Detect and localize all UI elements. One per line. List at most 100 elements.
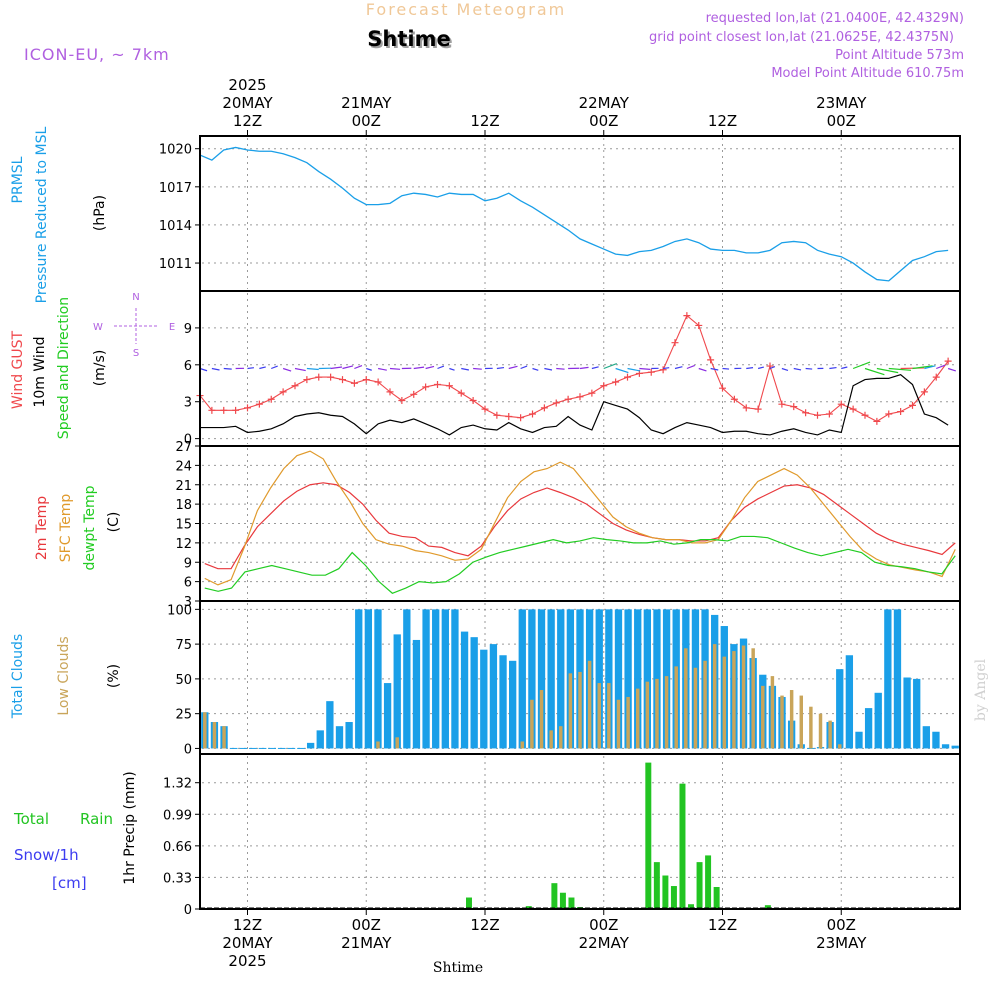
precip-bar	[670, 886, 677, 909]
total-clouds-bar	[509, 660, 517, 749]
wind-direction-arrow	[757, 366, 765, 370]
low-clouds-bar	[789, 690, 794, 749]
wind-direction-arrow	[496, 366, 505, 370]
precip-unit-label: 1hr Precip (mm)	[122, 771, 138, 884]
gust-marker	[671, 339, 679, 347]
requested-coordinates: requested lon,lat (21.0400E, 42.4329N)	[706, 11, 964, 26]
total-clouds-bar	[518, 609, 526, 749]
time-label-bottom: 00Z	[827, 916, 856, 934]
wind-direction-arrow	[841, 366, 848, 370]
time-label-bottom: 00Z	[589, 916, 618, 934]
low-clouds-bar	[559, 726, 563, 749]
gust-marker	[552, 399, 560, 407]
wind-direction-arrow	[579, 366, 589, 370]
low-clouds-bar	[530, 699, 534, 749]
wind-direction-arrow	[449, 367, 455, 371]
gust-marker	[327, 373, 335, 381]
time-label-bottom: 00Z	[352, 916, 381, 934]
gust-marker	[730, 395, 738, 403]
precip-bar	[525, 906, 532, 909]
time-label-top: 22MAY	[579, 94, 630, 112]
gust-marker	[624, 373, 631, 381]
pressure-line	[199, 146, 949, 282]
low-clouds-bar	[664, 676, 669, 749]
temp-dew-label: dewpt Temp	[82, 485, 98, 570]
precip-bar	[713, 886, 720, 909]
time-label-bottom: 22MAY	[579, 934, 630, 952]
gust-marker	[802, 409, 810, 417]
wind-direction-arrow	[223, 367, 232, 370]
wind-direction-arrow	[781, 367, 789, 372]
time-label-top: 21MAY	[341, 94, 392, 112]
total-clouds-bar	[864, 708, 873, 749]
y-tick-label: 0.33	[163, 871, 192, 886]
wind-direction-arrow	[342, 365, 354, 370]
gust-marker	[849, 405, 857, 413]
point-altitude: Point Altitude 573m	[835, 48, 964, 63]
wind-speed-line	[200, 373, 949, 436]
y-tick-label: 0.66	[163, 840, 192, 855]
total-clouds-bar	[913, 678, 921, 749]
time-label-top: 12Z	[233, 112, 262, 130]
precip-bar	[679, 783, 686, 909]
low-clouds-bar	[578, 671, 582, 749]
y-tick-label: 1017	[159, 181, 192, 196]
y-tick-label: 6	[184, 576, 192, 591]
y-tick-label: 9	[184, 556, 192, 571]
time-label-top: 20MAY	[222, 94, 273, 112]
gust-marker	[944, 357, 952, 365]
time-label-bottom: 21MAY	[341, 934, 392, 952]
time-label-bottom: 12Z	[708, 916, 737, 934]
low-clouds-bar	[616, 699, 621, 749]
y-tick-label: 50	[175, 673, 192, 688]
gust-marker	[422, 383, 430, 391]
wind-direction-arrow	[769, 366, 776, 370]
wind-direction-arrow	[829, 366, 837, 370]
gust-marker	[861, 411, 869, 419]
wind-direction-arrow	[912, 365, 933, 370]
wind-direction-arrow	[876, 367, 899, 374]
gust-marker	[683, 312, 691, 320]
gust-marker	[279, 388, 287, 396]
total-clouds-bar	[460, 631, 469, 749]
total-clouds-bar	[624, 609, 632, 749]
total-clouds-bar	[451, 609, 459, 749]
wind-direction-arrow	[722, 367, 730, 370]
total-clouds-bar	[932, 731, 940, 749]
wind-direction-arrow	[413, 366, 425, 370]
gust-marker	[267, 395, 275, 403]
low-clouds-bar	[674, 666, 678, 749]
time-label-top: 2025	[228, 76, 266, 94]
low-clouds-bar	[818, 713, 823, 749]
gust-marker	[445, 382, 453, 390]
low-clouds-bar	[741, 645, 746, 749]
low-clouds-bar	[655, 678, 659, 749]
precip-bar	[688, 904, 694, 909]
top-title: Forecast Meteogram	[366, 0, 566, 19]
low-clouds-bar	[770, 676, 775, 749]
gust-marker	[885, 410, 893, 418]
precip-bar	[551, 883, 558, 909]
low-clouds-bar	[520, 741, 525, 749]
y-tick-label: 1.32	[163, 777, 192, 792]
wind-direction-arrow	[947, 367, 956, 372]
temp-sfc-line	[204, 450, 956, 586]
gust-marker	[303, 376, 311, 384]
total-clouds-bar	[326, 701, 334, 749]
low-clouds-bar	[376, 741, 380, 749]
wind-direction-arrow	[294, 367, 306, 372]
wind-direction-arrow	[378, 367, 387, 371]
total-clouds-bar	[422, 609, 430, 749]
wind-direction-arrow	[247, 367, 255, 370]
gust-marker	[920, 388, 928, 396]
total-clouds-bar	[874, 692, 882, 749]
total-clouds-bar	[855, 731, 863, 749]
gust-marker	[790, 403, 798, 411]
gust-marker	[695, 321, 703, 329]
total-clouds-bar	[537, 609, 546, 749]
gust-marker	[315, 373, 323, 381]
low-clouds-bar	[549, 730, 553, 749]
wind-direction-arrow	[888, 367, 912, 371]
time-label-top: 00Z	[827, 112, 856, 130]
